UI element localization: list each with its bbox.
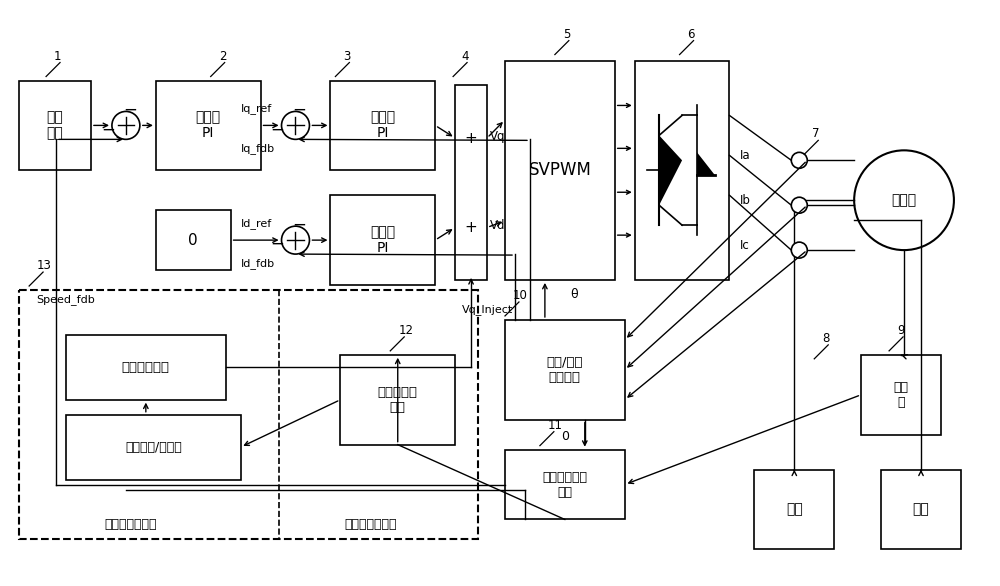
Text: −: − <box>271 120 284 138</box>
Text: 10: 10 <box>513 289 528 302</box>
Bar <box>505 449 625 519</box>
Text: Ib: Ib <box>739 194 750 207</box>
Text: 0: 0 <box>188 233 198 248</box>
Text: 电流环
PI: 电流环 PI <box>370 110 395 141</box>
Circle shape <box>791 152 807 168</box>
Bar <box>861 355 941 435</box>
Text: 转速脉动运
算器: 转速脉动运 算器 <box>378 386 418 414</box>
Text: 13: 13 <box>37 259 52 272</box>
Bar <box>66 415 241 479</box>
Text: 6: 6 <box>688 28 695 40</box>
Text: Ia: Ia <box>739 149 750 162</box>
Text: 轿厢: 轿厢 <box>786 502 803 516</box>
Bar <box>455 86 487 280</box>
Text: −: − <box>293 100 306 118</box>
Circle shape <box>791 242 807 258</box>
Bar <box>19 80 91 171</box>
Bar <box>156 210 231 270</box>
Text: Ic: Ic <box>739 239 749 251</box>
Text: +: + <box>465 131 477 145</box>
Circle shape <box>282 226 309 254</box>
Text: 三相/两相
坐标变换: 三相/两相 坐标变换 <box>547 356 583 384</box>
Text: −: − <box>101 120 115 138</box>
Polygon shape <box>697 152 715 175</box>
Bar <box>881 469 961 550</box>
Text: 电流环
PI: 电流环 PI <box>370 225 395 255</box>
Text: 1: 1 <box>54 50 62 63</box>
Text: 9: 9 <box>897 324 905 337</box>
Text: 注入值生成器: 注入值生成器 <box>122 361 170 374</box>
Text: 谐波注入运算器: 谐波注入运算器 <box>105 518 157 531</box>
Circle shape <box>282 111 309 139</box>
Bar <box>635 60 729 280</box>
Text: 速度
指令: 速度 指令 <box>47 110 63 141</box>
Text: 5: 5 <box>563 28 570 40</box>
Bar <box>505 60 615 280</box>
Text: 4: 4 <box>461 50 469 63</box>
Text: −: − <box>271 235 284 253</box>
Text: −: − <box>293 215 306 233</box>
Text: 曳引机: 曳引机 <box>891 193 917 207</box>
Text: 注入幅值/角度表: 注入幅值/角度表 <box>125 441 182 454</box>
Text: 速度、位置处
理器: 速度、位置处 理器 <box>542 471 587 499</box>
Text: 3: 3 <box>343 50 351 63</box>
Text: 12: 12 <box>398 324 413 337</box>
Text: 7: 7 <box>812 127 820 141</box>
Bar <box>66 335 226 400</box>
Text: Vq_Inject: Vq_Inject <box>462 305 513 315</box>
Text: 2: 2 <box>219 50 226 63</box>
Text: SVPWM: SVPWM <box>528 161 591 179</box>
Circle shape <box>854 151 954 250</box>
Text: Iq_fdb: Iq_fdb <box>241 143 275 154</box>
Bar <box>330 80 435 171</box>
Text: Id_ref: Id_ref <box>241 218 272 229</box>
Text: 对重: 对重 <box>913 502 929 516</box>
Bar <box>156 80 261 171</box>
Circle shape <box>112 111 140 139</box>
Bar <box>19 290 478 540</box>
Text: +: + <box>465 220 477 235</box>
Bar <box>754 469 834 550</box>
Bar <box>505 320 625 420</box>
Text: θ: θ <box>570 288 578 301</box>
Text: 速度环
PI: 速度环 PI <box>196 110 221 141</box>
Text: 在线谐波注入部: 在线谐波注入部 <box>344 518 397 531</box>
Text: 0: 0 <box>561 430 569 443</box>
Bar <box>340 355 455 445</box>
Circle shape <box>791 197 807 213</box>
Text: Id_fdb: Id_fdb <box>241 258 275 268</box>
Bar <box>330 195 435 285</box>
Text: Vq: Vq <box>490 130 506 143</box>
Text: Speed_fdb: Speed_fdb <box>37 295 95 305</box>
Text: Vd: Vd <box>490 219 506 231</box>
Text: Iq_ref: Iq_ref <box>241 103 272 114</box>
Text: 11: 11 <box>548 418 563 432</box>
Polygon shape <box>659 135 682 205</box>
Text: 编码
器: 编码 器 <box>894 381 909 409</box>
Text: −: − <box>123 100 137 118</box>
Text: 8: 8 <box>822 332 830 345</box>
